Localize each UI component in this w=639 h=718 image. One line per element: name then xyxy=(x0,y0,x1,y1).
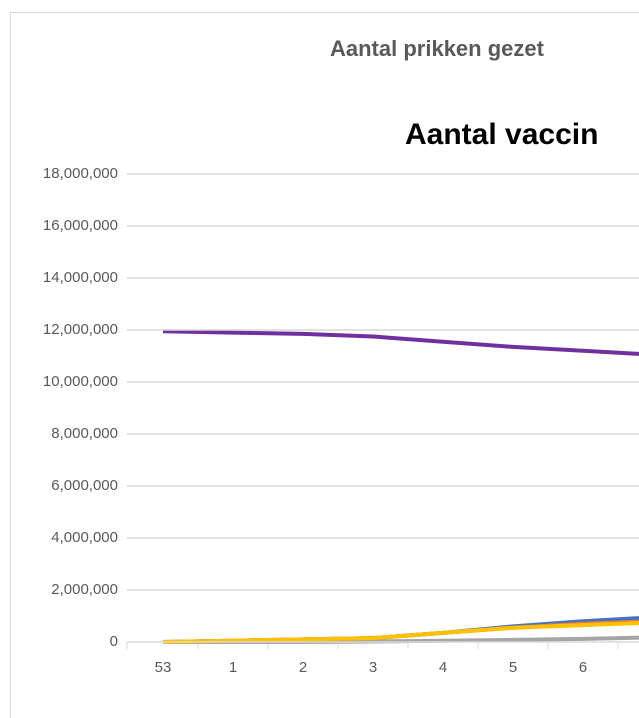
y-tick-label: 2,000,000 xyxy=(51,581,118,598)
x-tick-label: 53 xyxy=(155,659,172,676)
y-tick-label: 6,000,000 xyxy=(51,477,118,494)
chart-frame xyxy=(10,12,639,718)
y-tick-label: 4,000,000 xyxy=(51,529,118,546)
y-tick-label: 18,000,000 xyxy=(43,165,118,182)
y-tick-label: 8,000,000 xyxy=(51,425,118,442)
y-tick-label: 10,000,000 xyxy=(43,373,118,390)
x-tick-label: 5 xyxy=(509,659,517,676)
series-line xyxy=(162,329,639,356)
y-tick-label: 12,000,000 xyxy=(43,321,118,338)
x-tick-label: 4 xyxy=(439,659,447,676)
x-tick-label: 2 xyxy=(299,659,307,676)
y-tick-label: 16,000,000 xyxy=(43,217,118,234)
y-tick-label: 14,000,000 xyxy=(43,269,118,286)
x-tick-label: 1 xyxy=(229,659,237,676)
x-tick-label: 6 xyxy=(579,659,587,676)
chart-subtitle: Aantal vaccin xyxy=(405,118,598,151)
y-tick-label: 0 xyxy=(110,633,118,650)
x-tick-label: 3 xyxy=(369,659,377,676)
chart-title: Aantal prikken gezet xyxy=(330,36,545,61)
series-line xyxy=(162,621,639,644)
